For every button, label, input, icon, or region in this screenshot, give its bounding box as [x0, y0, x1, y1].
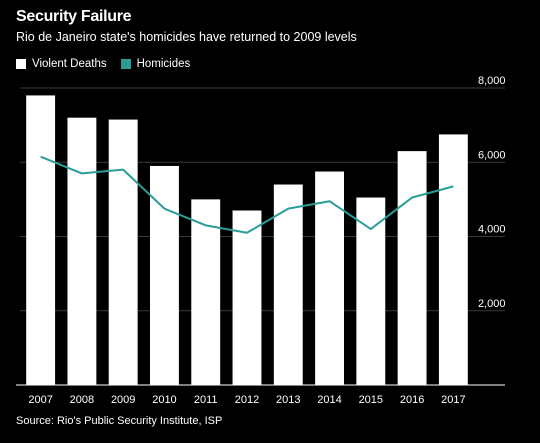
- x-tick-label: 2015: [359, 394, 383, 406]
- bar-violent-deaths: [397, 151, 427, 385]
- chart-subtitle: Rio de Janeiro state's homicides have re…: [16, 30, 357, 44]
- bar-violent-deaths: [273, 184, 303, 385]
- bar-violent-deaths: [191, 199, 221, 385]
- x-tick-label: 2007: [28, 394, 52, 406]
- bar-violent-deaths: [26, 95, 56, 386]
- y-tick-label: 4,000: [478, 224, 506, 236]
- y-tick-label: 6,000: [478, 149, 506, 161]
- x-tick-label: 2017: [441, 394, 465, 406]
- bar-violent-deaths: [438, 134, 468, 385]
- x-tick-label: 2009: [111, 394, 135, 406]
- y-tick-label: 2,000: [478, 298, 506, 310]
- x-tick-label: 2010: [152, 394, 176, 406]
- legend-label-homicides: Homicides: [136, 58, 191, 70]
- legend-item-violent-deaths: Violent Deaths: [16, 58, 107, 70]
- x-tick-label: 2014: [317, 394, 341, 406]
- y-tick-label: 8,000: [478, 75, 506, 87]
- chart-legend: Violent Deaths Homicides: [16, 58, 196, 70]
- bar-violent-deaths: [356, 197, 386, 385]
- x-tick-label: 2013: [276, 394, 300, 406]
- bar-violent-deaths: [232, 210, 262, 385]
- x-tick-label: 2008: [70, 394, 94, 406]
- x-tick-label: 2011: [194, 394, 218, 406]
- bar-violent-deaths: [108, 119, 138, 386]
- x-tick-label: 2012: [235, 394, 259, 406]
- chart-title: Security Failure: [16, 8, 132, 25]
- bar-violent-deaths: [67, 117, 97, 385]
- legend-item-homicides: Homicides: [120, 58, 191, 70]
- legend-swatch-homicides: [120, 59, 131, 69]
- bar-violent-deaths: [150, 165, 179, 385]
- legend-label-violent-deaths: Violent Deaths: [32, 58, 107, 70]
- legend-swatch-violent-deaths: [16, 59, 26, 69]
- chart-source: Source: Rio's Public Security Institute,…: [16, 415, 223, 427]
- x-tick-label: 2016: [400, 394, 424, 406]
